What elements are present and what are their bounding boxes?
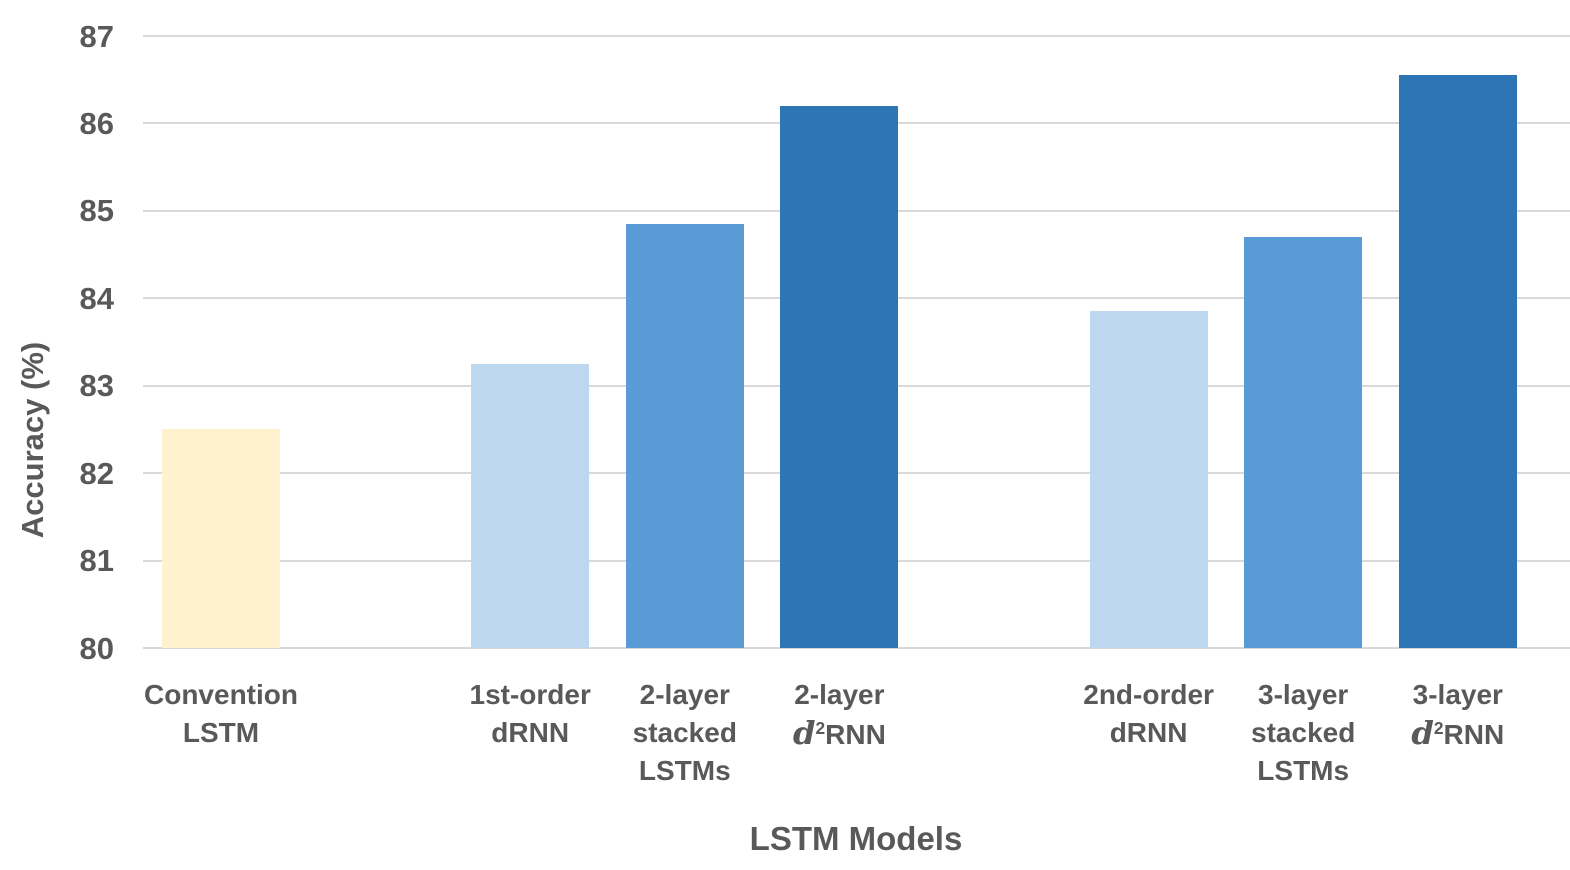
- x-tick-label-line: 3-layer: [1258, 679, 1349, 710]
- y-tick-label-80: 80: [79, 630, 114, 666]
- x-tick-label-4: 2-layer d2RNN: [739, 676, 939, 757]
- x-tick-label-line: LSTMs: [638, 755, 731, 786]
- bar-3-layer-d-rnn: [1398, 75, 1517, 648]
- x-tick-label-line: stacked: [1251, 717, 1356, 748]
- y-tick-label-83: 83: [79, 368, 114, 404]
- x-tick-label-line: dRNN: [491, 717, 570, 748]
- bar-convention-lstm: [162, 429, 280, 648]
- gridline-87: [143, 35, 1570, 37]
- x-tick-label-5: 2nd-order dRNN: [1049, 676, 1249, 752]
- x-tick-label-line: stacked: [632, 717, 737, 748]
- x-tick-label-line: LSTMs: [1257, 755, 1350, 786]
- bar-2-layer-stacked-lstms: [625, 223, 744, 648]
- math-d-symbol: d: [1411, 714, 1434, 752]
- x-tick-label-3: 2-layer stacked LSTMs: [585, 676, 785, 790]
- x-tick-label-line: 2-layer: [794, 679, 885, 710]
- y-tick-label-87: 87: [79, 18, 114, 54]
- x-tick-label-line: d2RNN: [792, 714, 886, 752]
- x-tick-label-line: LSTM: [182, 717, 260, 748]
- x-tick-label-line: 3-layer: [1412, 679, 1503, 710]
- x-tick-label-6: 3-layer stacked LSTMs: [1203, 676, 1403, 790]
- y-tick-label-85: 85: [79, 193, 114, 229]
- x-tick-label-7: 3-layer d2RNN: [1358, 676, 1558, 757]
- x-tick-label-1: Convention LSTM: [121, 676, 321, 752]
- x-tick-label-line: 1st-order: [469, 679, 591, 710]
- math-d-symbol: d: [792, 714, 816, 752]
- gridline-80: [143, 647, 1570, 649]
- x-tick-label-line: d2RNN: [1411, 714, 1505, 752]
- x-tick-label-line: Convention: [144, 679, 298, 710]
- y-tick-label-81: 81: [79, 543, 114, 579]
- bar-3-layer-stacked-lstms: [1244, 237, 1363, 648]
- y-tick-label-82: 82: [79, 455, 114, 491]
- x-tick-label-line: dRNN: [1109, 717, 1188, 748]
- math-superscript: 2: [1433, 718, 1444, 739]
- bar-2-layer-d-rnn: [780, 105, 899, 648]
- bar-1st-order-drnn: [471, 363, 590, 648]
- bar-2nd-order-drnn: [1089, 311, 1208, 648]
- x-tick-label-line: 2nd-order: [1083, 679, 1214, 710]
- y-tick-label-86: 86: [79, 105, 114, 141]
- y-axis-title: Accuracy (%): [15, 341, 50, 539]
- math-superscript: 2: [815, 718, 826, 739]
- x-axis-title: LSTM Models: [749, 820, 963, 857]
- y-tick-label-84: 84: [79, 280, 114, 316]
- x-tick-label-2: 1st-order dRNN: [430, 676, 630, 752]
- x-tick-label-line: 2-layer: [639, 679, 730, 710]
